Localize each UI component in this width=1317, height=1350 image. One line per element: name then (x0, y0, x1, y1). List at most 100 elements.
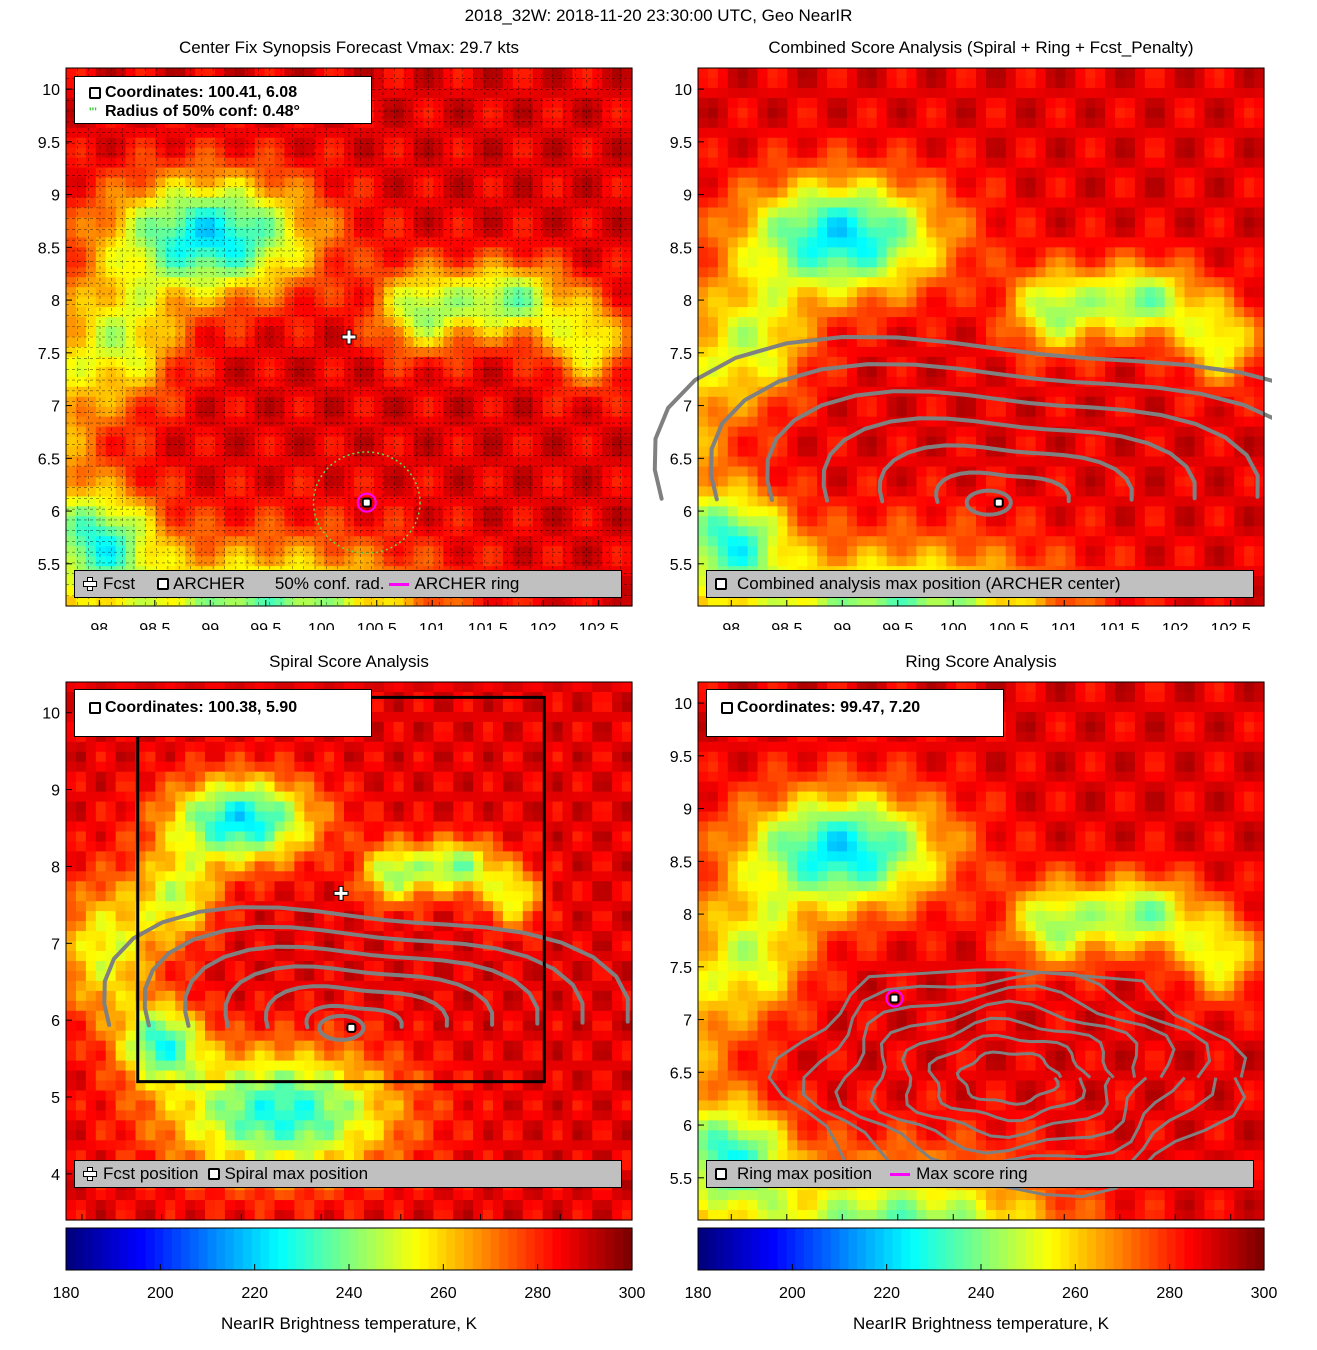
heatmap-cell (866, 526, 878, 537)
heatmap-cell (582, 217, 593, 229)
heatmap-cell (866, 436, 878, 448)
heatmap-cell (797, 327, 808, 338)
heatmap-cell (787, 227, 798, 238)
heatmap-cell (846, 157, 858, 169)
heatmap-cell (66, 207, 77, 219)
heatmap-cell (294, 287, 305, 298)
heatmap-cell (334, 157, 345, 169)
heatmap-cell (737, 107, 749, 119)
heatmap-cell (492, 87, 504, 99)
heatmap-cell (463, 416, 474, 428)
heatmap-cell (373, 257, 385, 268)
heatmap-cell (582, 486, 593, 498)
heatmap-cell (936, 147, 947, 159)
heatmap-cell (717, 107, 729, 119)
heatmap-cell (443, 97, 454, 109)
heatmap-cell (757, 426, 769, 438)
heatmap-cell (155, 197, 166, 209)
heatmap-cell (976, 167, 987, 179)
heatmap-cell (827, 117, 838, 129)
heatmap-cell (827, 147, 838, 159)
heatmap-cell (936, 396, 947, 408)
heatmap-cell (602, 396, 613, 408)
heatmap-cell (463, 107, 474, 119)
heatmap-cell (956, 596, 967, 607)
heatmap-cell (976, 177, 987, 189)
heatmap-cell (403, 87, 415, 99)
heatmap-cell (85, 337, 97, 348)
heatmap-cell (757, 87, 769, 99)
heatmap-cell (75, 526, 87, 537)
heatmap-cell (234, 337, 246, 348)
heatmap-cell (777, 147, 788, 159)
heatmap-cell (344, 366, 355, 378)
heatmap-cell (698, 187, 709, 199)
heatmap-cell (522, 237, 534, 248)
heatmap-cell (817, 197, 828, 209)
heatmap-cell (966, 227, 977, 238)
heatmap-cell (363, 366, 375, 378)
heatmap-cell (353, 486, 365, 498)
heatmap-cell (234, 506, 246, 517)
heatmap-cell (532, 356, 544, 368)
heatmap-cell (234, 486, 246, 498)
heatmap-cell (976, 476, 987, 488)
heatmap-cell (906, 436, 918, 448)
heatmap-cell (956, 68, 967, 79)
heatmap-cell (403, 466, 415, 478)
heatmap-cell (985, 307, 997, 318)
heatmap-cell (552, 247, 564, 258)
heatmap-cell (542, 476, 554, 488)
heatmap-cell (717, 97, 729, 109)
heatmap-cell (145, 297, 156, 308)
heatmap-cell (413, 346, 425, 358)
heatmap-cell (592, 536, 603, 547)
heatmap-cell (175, 127, 186, 139)
heatmap-cell (827, 317, 838, 328)
heatmap-cell (827, 496, 838, 507)
heatmap-cell (602, 147, 613, 159)
heatmap-cell (413, 446, 425, 458)
heatmap-cell (727, 356, 739, 368)
heatmap-cell (846, 117, 858, 129)
heatmap-cell (956, 386, 967, 398)
heatmap-cell (443, 546, 454, 557)
heatmap-cell (995, 476, 1007, 488)
heatmap-cell (294, 187, 305, 199)
heatmap-cell (274, 277, 286, 288)
heatmap-cell (492, 227, 504, 238)
heatmap-cell (155, 167, 166, 179)
heatmap-cell (85, 466, 97, 478)
heatmap-cell (717, 546, 729, 557)
heatmap-cell (906, 396, 918, 408)
heatmap-cell (205, 446, 216, 458)
heatmap-cell (214, 207, 226, 219)
heatmap-cell (433, 476, 444, 488)
heatmap-cell (264, 127, 276, 139)
heatmap-cell (717, 297, 729, 308)
heatmap-cell (463, 366, 474, 378)
heatmap-cell (224, 207, 236, 219)
heatmap-cell (66, 596, 77, 607)
heatmap-cell (234, 556, 246, 567)
heatmap-cell (602, 466, 613, 478)
heatmap-cell (1015, 217, 1027, 229)
heatmap-cell (562, 526, 574, 537)
heatmap-cell (294, 456, 305, 468)
heatmap-cell (314, 346, 325, 358)
heatmap-cell (294, 556, 305, 567)
heatmap-cell (363, 227, 375, 238)
heatmap-cell (906, 307, 918, 318)
heatmap-cell (383, 87, 395, 99)
heatmap-cell (807, 107, 818, 119)
heatmap-cell (717, 197, 729, 209)
heatmap-cell (373, 426, 385, 438)
heatmap-cell (413, 516, 425, 527)
heatmap-cell (966, 556, 977, 567)
heatmap-cell (463, 486, 474, 498)
heatmap-cell (787, 247, 798, 258)
heatmap-cell (413, 97, 425, 109)
heatmap-cell (393, 337, 405, 348)
heatmap-cell (413, 227, 425, 238)
heatmap-cell (946, 446, 957, 458)
